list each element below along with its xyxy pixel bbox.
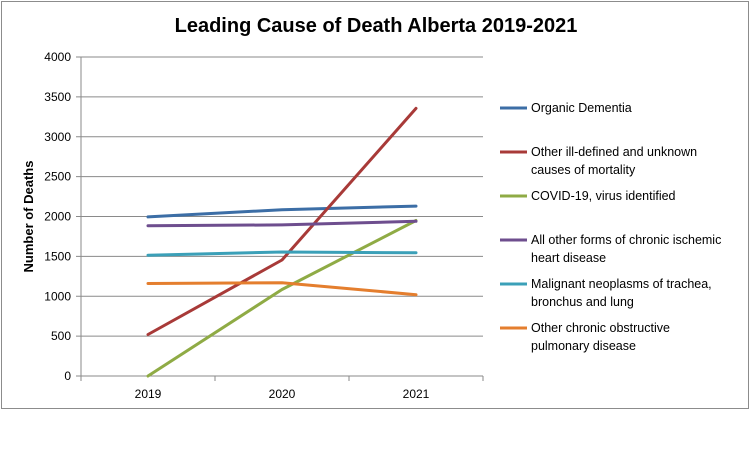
legend-label-3: heart disease <box>531 251 606 265</box>
y-tick-label: 1500 <box>44 249 71 263</box>
y-tick-label: 3000 <box>44 130 71 144</box>
y-tick-label: 500 <box>51 329 71 343</box>
chart-frame <box>1 1 749 409</box>
legend-label-1: Other ill-defined and unknown <box>531 145 697 159</box>
y-tick-label: 4000 <box>44 50 71 64</box>
series-line-5 <box>146 281 418 297</box>
y-tick-label: 0 <box>64 369 71 383</box>
legend-label-0: Organic Dementia <box>531 101 632 115</box>
legend-label-5: pulmonary disease <box>531 339 636 353</box>
legend-label-1: causes of mortality <box>531 163 636 177</box>
series-line-0 <box>146 204 418 219</box>
x-tick-label: 2019 <box>135 387 162 401</box>
series-line-1 <box>146 106 418 336</box>
series-line-2 <box>146 219 418 378</box>
y-tick-label: 2500 <box>44 170 71 184</box>
legend-label-5: Other chronic obstructive <box>531 321 670 335</box>
series-line-4 <box>146 250 418 257</box>
series-line-3 <box>146 219 418 228</box>
legend-label-4: Malignant neoplasms of trachea, <box>531 277 712 291</box>
chart-title: Leading Cause of Death Alberta 2019-2021 <box>175 15 578 37</box>
legend-label-4: bronchus and lung <box>531 295 634 309</box>
legend-label-2: COVID-19, virus identified <box>531 189 676 203</box>
y-tick-label: 1000 <box>44 289 71 303</box>
y-axis-label: Number of Deaths <box>21 161 36 273</box>
y-tick-label: 3500 <box>44 90 71 104</box>
y-tick-label: 2000 <box>44 210 71 224</box>
legend-label-3: All other forms of chronic ischemic <box>531 233 721 247</box>
x-tick-label: 2020 <box>269 387 296 401</box>
x-tick-label: 2021 <box>403 387 430 401</box>
